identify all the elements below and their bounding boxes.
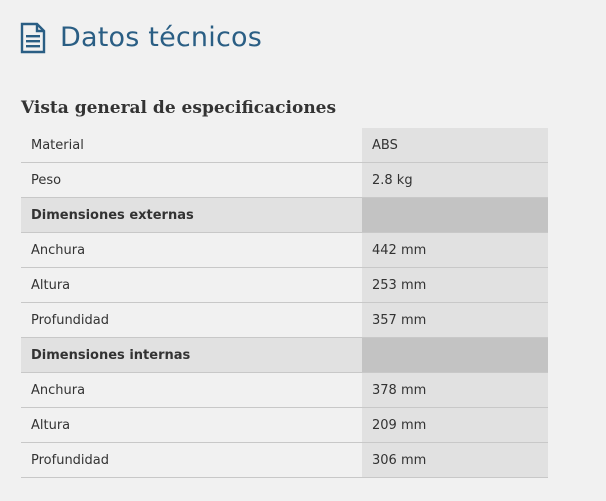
spec-value: 442 mm (362, 232, 548, 268)
spec-row-material: Material ABS (21, 128, 548, 163)
spec-value: 306 mm (362, 442, 548, 478)
spec-value: 378 mm (362, 372, 548, 408)
spec-label: Profundidad (21, 302, 362, 338)
spec-value: 209 mm (362, 407, 548, 443)
spec-group-label: Dimensiones internas (21, 337, 362, 373)
spec-group-dimensiones-internas: Dimensiones internas (21, 337, 548, 373)
spec-label: Material (21, 128, 362, 163)
page-title: Datos técnicos (60, 22, 262, 53)
section-title: Vista general de especificaciones (21, 98, 337, 118)
spec-row-internas-anchura: Anchura 378 mm (21, 372, 548, 408)
spec-group-dimensiones-externas: Dimensiones externas (21, 197, 548, 233)
spec-label: Altura (21, 407, 362, 443)
spec-group-value-empty (362, 337, 548, 373)
spec-row-peso: Peso 2.8 kg (21, 162, 548, 198)
spec-label: Profundidad (21, 442, 362, 478)
spec-label: Anchura (21, 232, 362, 268)
page-header: Datos técnicos (20, 20, 262, 56)
spec-row-externas-altura: Altura 253 mm (21, 267, 548, 303)
spec-value: 253 mm (362, 267, 548, 303)
spec-group-value-empty (362, 197, 548, 233)
spec-row-internas-altura: Altura 209 mm (21, 407, 548, 443)
spec-row-internas-profundidad: Profundidad 306 mm (21, 442, 548, 478)
spec-value: 357 mm (362, 302, 548, 338)
spec-value: 2.8 kg (362, 162, 548, 198)
spec-label: Altura (21, 267, 362, 303)
document-icon (20, 22, 46, 54)
spec-row-externas-anchura: Anchura 442 mm (21, 232, 548, 268)
spec-value: ABS (362, 128, 548, 163)
spec-label: Peso (21, 162, 362, 198)
spec-table: Material ABS Peso 2.8 kg Dimensiones ext… (21, 128, 548, 478)
spec-row-externas-profundidad: Profundidad 357 mm (21, 302, 548, 338)
spec-group-label: Dimensiones externas (21, 197, 362, 233)
spec-label: Anchura (21, 372, 362, 408)
